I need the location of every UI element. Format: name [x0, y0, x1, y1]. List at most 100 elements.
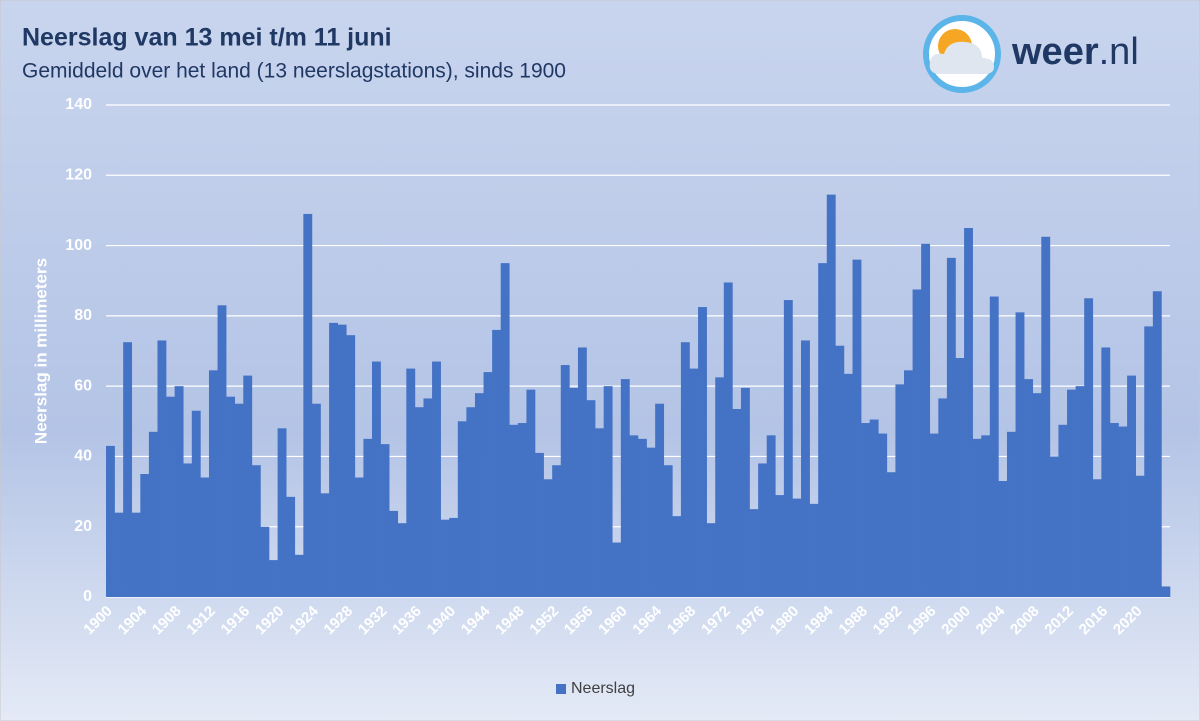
bar: [174, 386, 184, 597]
bar: [1152, 291, 1162, 597]
logo-rest: .nl: [1099, 31, 1139, 73]
bar: [595, 428, 604, 597]
bar: [251, 465, 261, 597]
bar: [526, 389, 536, 597]
bar: [449, 517, 459, 597]
bar: [689, 368, 699, 597]
bar: [972, 438, 982, 597]
bar: [440, 519, 450, 597]
logo-bold: weer: [1011, 31, 1099, 73]
bar: [706, 523, 716, 597]
bar: [1127, 375, 1136, 597]
bar: [474, 393, 484, 597]
bar: [749, 509, 759, 597]
bar: [1058, 424, 1068, 597]
bar: [406, 368, 416, 597]
bar: [389, 510, 399, 597]
bar: [269, 560, 278, 597]
bar: [680, 342, 690, 597]
bar: [612, 542, 622, 597]
chart-subtitle: Gemiddeld over het land (13 neerslagstat…: [22, 60, 566, 83]
bar: [543, 479, 553, 597]
bar: [921, 243, 931, 598]
bar: [303, 213, 313, 597]
bar: [191, 410, 201, 597]
bar: [766, 435, 776, 597]
bar: [535, 452, 544, 597]
bar: [946, 257, 956, 597]
bar: [140, 474, 150, 597]
bar: [131, 512, 141, 597]
bar: [552, 465, 562, 597]
bar: [183, 463, 193, 597]
bar: [646, 447, 656, 597]
bar: [1135, 475, 1145, 597]
bar: [629, 435, 639, 597]
bar: [818, 263, 828, 597]
bar: [620, 379, 630, 597]
bar: [200, 477, 210, 597]
y-tick-label: 20: [74, 518, 92, 535]
bar: [166, 396, 175, 597]
y-tick-label: 140: [65, 96, 92, 113]
bar: [286, 496, 296, 597]
bar: [1006, 431, 1016, 597]
bar: [423, 398, 433, 597]
bar: [217, 305, 227, 597]
bar: [723, 282, 733, 597]
bar: [758, 463, 768, 597]
bar: [843, 373, 853, 597]
bar: [397, 523, 407, 597]
logo-cloud: [929, 41, 994, 74]
bar: [380, 444, 390, 597]
bar: [466, 407, 476, 597]
bar: [1161, 586, 1171, 597]
bar: [655, 403, 665, 597]
bar: [998, 481, 1008, 597]
y-tick-label: 60: [74, 377, 92, 394]
bar: [1041, 236, 1051, 598]
bar: [569, 387, 579, 597]
bar: [981, 435, 991, 597]
bar: [826, 194, 836, 597]
legend-label: Neerslag: [571, 680, 635, 697]
bar: [492, 329, 502, 597]
bar: [809, 503, 819, 597]
bar: [912, 289, 922, 597]
bar: [964, 228, 973, 597]
bar: [638, 438, 647, 597]
bar: [603, 386, 613, 597]
bar: [861, 423, 870, 597]
bar: [904, 370, 913, 597]
logo-text: weer.nl: [1011, 31, 1139, 73]
y-tick-label: 120: [65, 167, 92, 184]
y-tick-label: 40: [74, 448, 92, 465]
bar: [878, 433, 888, 597]
bar: [509, 424, 519, 597]
bar: [1109, 423, 1119, 597]
bar: [1032, 393, 1042, 597]
bar: [517, 423, 527, 597]
bar: [372, 361, 381, 597]
bar: [792, 498, 802, 597]
bar: [1118, 426, 1128, 597]
bar: [560, 365, 570, 597]
bar: [586, 400, 596, 597]
bar: [457, 421, 467, 597]
bar: [363, 438, 373, 597]
bar: [157, 340, 167, 597]
bar: [123, 342, 133, 597]
bar: [277, 428, 287, 597]
bar: [938, 398, 948, 597]
legend-swatch: [556, 684, 566, 694]
bar: [432, 361, 441, 597]
bar: [1144, 326, 1154, 597]
bar: [1092, 479, 1102, 597]
bar: [1084, 298, 1094, 597]
bar: [895, 384, 905, 597]
bar: [672, 516, 682, 597]
bar: [234, 403, 244, 597]
bar: [740, 387, 750, 597]
